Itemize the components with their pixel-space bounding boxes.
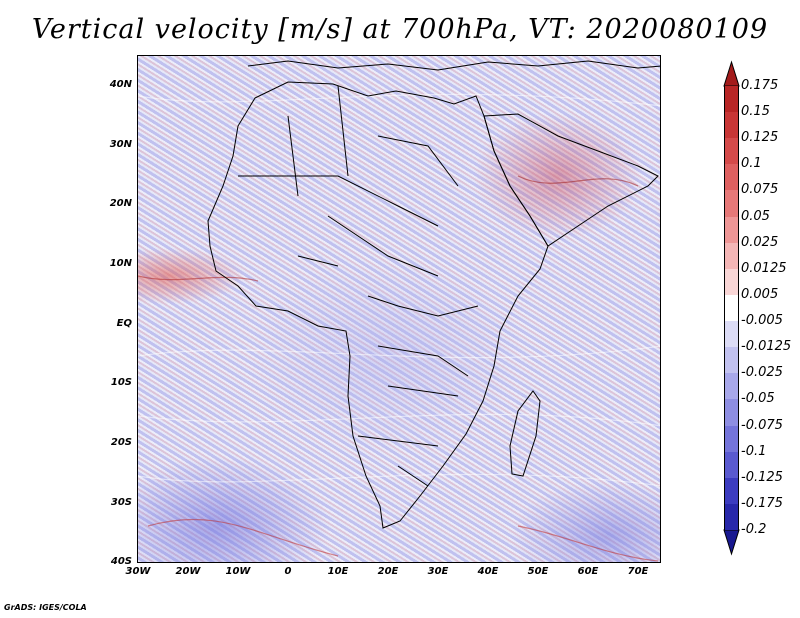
lon-label: 30W [125,566,151,577]
lat-label: 10N [109,258,132,269]
colorbar-top-arrow [723,60,740,87]
coastlines [207,60,660,529]
colorbar-cell [724,321,739,348]
colorbar-label: 0.025 [741,234,779,250]
colorbar-cell [724,373,739,400]
lon-label: 50E [527,566,549,577]
colorbar-cell [724,190,739,217]
velocity-field-texture [138,93,660,562]
colorbar-cell [724,138,739,165]
map-panel [137,55,661,563]
footer-credit: GrADS: IGES/COLA [4,603,87,612]
lon-label: 30E [427,566,449,577]
colorbar-label: -0.175 [741,495,783,511]
lon-label: 70E [627,566,649,577]
colorbar-cell [724,86,739,113]
colorbar-cell [724,347,739,374]
colorbar-label: 0.0125 [741,260,787,276]
colorbar-label: -0.05 [741,391,775,407]
lat-label: 30N [109,139,132,150]
lon-label: 20E [377,566,399,577]
lat-label: 20N [109,198,132,209]
lon-label: 10W [225,566,251,577]
madagascar-outline [509,390,541,477]
lat-label: 20S [110,437,132,448]
country-borders [238,85,479,487]
colorbar-label: 0.005 [741,286,779,302]
colorbar-label: -0.075 [741,417,783,433]
colorbar: 0.175 0.15 0.125 0.1 0.075 0.05 0.025 0.0125 0.0… [722,60,800,560]
lon-label: 40E [477,566,499,577]
chart-title: Vertical velocity [m/s] at 700hPa, VT: 2… [31,14,769,45]
lat-label: 40N [109,79,132,90]
lon-label: 60E [577,566,599,577]
arabia-outline [483,113,659,247]
europe-outline [247,60,660,71]
lat-label: 40S [110,556,132,567]
colorbar-label: -0.1 [741,443,767,459]
map-canvas [138,60,660,562]
colorbar-label: -0.0125 [741,339,792,355]
lon-label: 0 [284,566,292,577]
lon-label: 20W [175,566,201,577]
colorbar-cell [724,477,739,504]
colorbar-cell [724,399,739,426]
colorbar-label: -0.2 [741,522,767,537]
colorbar-label: 0.1 [741,156,762,172]
colorbar-label: 0.175 [741,78,779,93]
lon-label: 10E [327,566,349,577]
colorbar-cell [724,503,739,530]
colorbar-cell [724,294,739,322]
colorbar-cell [724,164,739,191]
colorbar-cell [724,112,739,139]
colorbar-cell [724,242,739,269]
colorbar-label: -0.125 [741,469,783,485]
lat-label: EQ [116,318,132,329]
colorbar-label: 0.15 [741,104,770,120]
lat-label: 10S [110,377,132,388]
colorbar-label: 0.05 [741,208,770,224]
lat-label: 30S [110,497,132,508]
colorbar-cell [724,216,739,243]
colorbar-label: -0.005 [741,313,783,329]
colorbar-label: -0.025 [741,365,783,381]
colorbar-cell [724,268,739,295]
colorbar-cell [724,425,739,452]
colorbar-bottom-arrow [723,529,740,556]
africa-outline [207,81,549,529]
colorbar-label: 0.125 [741,130,779,146]
colorbar-cell [724,451,739,478]
colorbar-label: 0.075 [741,182,779,198]
